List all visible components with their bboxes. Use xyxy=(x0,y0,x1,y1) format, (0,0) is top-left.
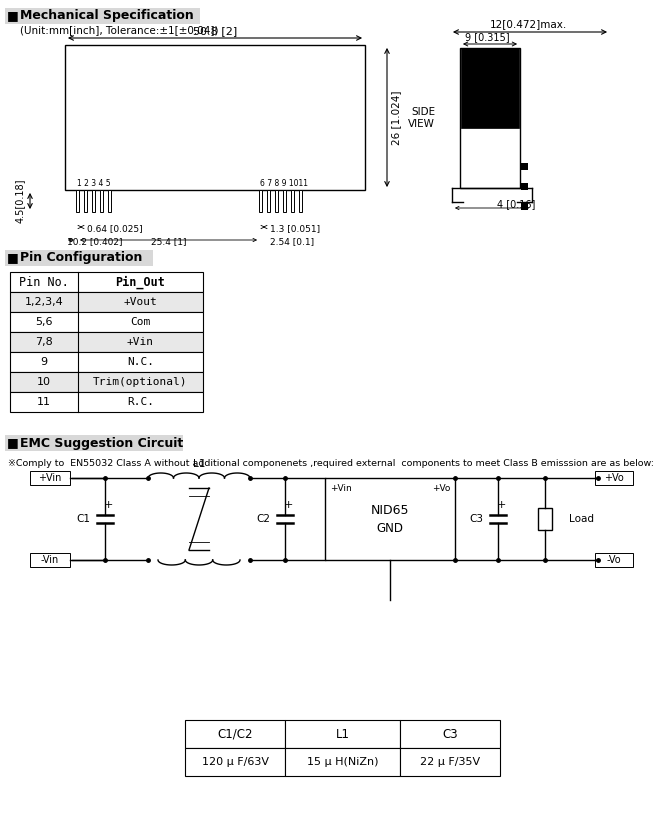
Bar xyxy=(185,720,285,748)
Text: C1: C1 xyxy=(76,514,90,524)
Bar xyxy=(275,190,277,212)
Text: Com: Com xyxy=(131,317,151,327)
Bar xyxy=(10,372,203,392)
Text: 25.4 [1]: 25.4 [1] xyxy=(151,237,186,247)
Text: 1,2,3,4: 1,2,3,4 xyxy=(25,297,64,307)
Text: 6 7 8 9 1011: 6 7 8 9 1011 xyxy=(260,179,308,188)
Text: 2.54 [0.1]: 2.54 [0.1] xyxy=(270,237,314,247)
Text: 15 μ H(NiZn): 15 μ H(NiZn) xyxy=(307,757,379,767)
Text: 50.8 [2]: 50.8 [2] xyxy=(193,26,237,36)
Text: 4.5[0.18]: 4.5[0.18] xyxy=(15,178,25,223)
Text: 9: 9 xyxy=(40,357,48,367)
Text: +Vo: +Vo xyxy=(431,484,450,492)
Text: NID65: NID65 xyxy=(371,505,409,517)
Text: +Vo: +Vo xyxy=(604,473,624,483)
Text: 26 [1.024]: 26 [1.024] xyxy=(391,90,401,144)
Text: 1 2 3 4 5: 1 2 3 4 5 xyxy=(77,179,111,188)
Text: 9 [0.315]: 9 [0.315] xyxy=(465,32,510,42)
Bar xyxy=(299,190,302,212)
Bar xyxy=(325,478,455,560)
Text: GND: GND xyxy=(377,523,403,535)
Bar xyxy=(291,190,293,212)
Text: ■: ■ xyxy=(7,251,19,265)
Bar xyxy=(283,190,285,212)
Text: 5,6: 5,6 xyxy=(36,317,53,327)
Bar xyxy=(10,312,203,332)
Bar xyxy=(521,203,528,210)
Text: Trim(optional): Trim(optional) xyxy=(93,377,188,387)
Text: Load: Load xyxy=(569,514,594,524)
Text: Pin Configuration: Pin Configuration xyxy=(20,251,142,265)
Bar xyxy=(5,435,183,451)
Bar xyxy=(521,183,528,190)
Text: +Vin: +Vin xyxy=(127,337,154,347)
Text: ■: ■ xyxy=(7,9,19,22)
Bar xyxy=(460,48,520,188)
Bar xyxy=(30,553,70,567)
Text: 10.2 [0.402]: 10.2 [0.402] xyxy=(67,237,123,247)
Text: 120 μ F/63V: 120 μ F/63V xyxy=(202,757,269,767)
Text: C3: C3 xyxy=(442,728,458,740)
Text: 1.3 [0.051]: 1.3 [0.051] xyxy=(270,224,320,233)
Text: +Vin: +Vin xyxy=(330,484,352,492)
Text: EMC Suggestion Circuit: EMC Suggestion Circuit xyxy=(20,437,184,450)
Text: 12[0.472]max.: 12[0.472]max. xyxy=(490,19,567,29)
Text: 11: 11 xyxy=(37,397,51,407)
Text: +Vout: +Vout xyxy=(124,297,157,307)
Text: ■: ■ xyxy=(7,437,19,450)
Text: 0.64 [0.025]: 0.64 [0.025] xyxy=(87,224,143,233)
Bar xyxy=(92,190,94,212)
Bar xyxy=(400,748,500,776)
Text: +: + xyxy=(283,500,293,510)
Bar xyxy=(10,332,203,352)
Bar xyxy=(10,352,203,372)
Text: Pin_Out: Pin_Out xyxy=(115,276,165,289)
Text: N.C.: N.C. xyxy=(127,357,154,367)
Bar xyxy=(76,190,78,212)
Text: L1: L1 xyxy=(336,728,350,740)
Bar xyxy=(595,471,633,485)
Text: 7,8: 7,8 xyxy=(35,337,53,347)
Bar xyxy=(285,748,400,776)
Text: C3: C3 xyxy=(469,514,483,524)
Text: Mechanical Specification: Mechanical Specification xyxy=(20,9,194,22)
Bar xyxy=(5,8,200,24)
Bar xyxy=(65,45,365,190)
Bar xyxy=(185,748,285,776)
Bar xyxy=(84,190,86,212)
Bar xyxy=(10,292,203,312)
Text: -Vo: -Vo xyxy=(607,555,621,565)
Bar xyxy=(100,190,103,212)
Text: R.C.: R.C. xyxy=(127,397,154,407)
Text: Pin No.: Pin No. xyxy=(19,276,69,289)
Text: SIDE
VIEW: SIDE VIEW xyxy=(408,107,435,129)
Bar xyxy=(10,392,203,412)
Bar xyxy=(538,508,552,530)
Bar xyxy=(400,720,500,748)
Text: 10: 10 xyxy=(37,377,51,387)
Bar xyxy=(107,190,111,212)
Bar xyxy=(461,48,519,128)
Text: ※Comply to  EN55032 Class A without additional componenets ,required external  c: ※Comply to EN55032 Class A without addit… xyxy=(8,458,654,467)
Text: (Unit:mm[inch], Tolerance:±1[±0.04]): (Unit:mm[inch], Tolerance:±1[±0.04]) xyxy=(20,25,218,35)
Text: +: + xyxy=(103,500,113,510)
Text: +Vin: +Vin xyxy=(38,473,62,483)
Bar xyxy=(595,553,633,567)
Bar xyxy=(5,250,153,266)
Text: C2: C2 xyxy=(256,514,270,524)
Text: C1/C2: C1/C2 xyxy=(217,728,253,740)
Text: 4 [0.16]: 4 [0.16] xyxy=(497,199,535,209)
Text: -Vin: -Vin xyxy=(41,555,59,565)
Text: +: + xyxy=(496,500,506,510)
Text: L1: L1 xyxy=(193,459,205,469)
Bar xyxy=(521,163,528,170)
Bar xyxy=(259,190,261,212)
Bar xyxy=(30,471,70,485)
Bar xyxy=(285,720,400,748)
Bar xyxy=(267,190,269,212)
Text: 22 μ F/35V: 22 μ F/35V xyxy=(420,757,480,767)
Bar xyxy=(10,272,203,292)
